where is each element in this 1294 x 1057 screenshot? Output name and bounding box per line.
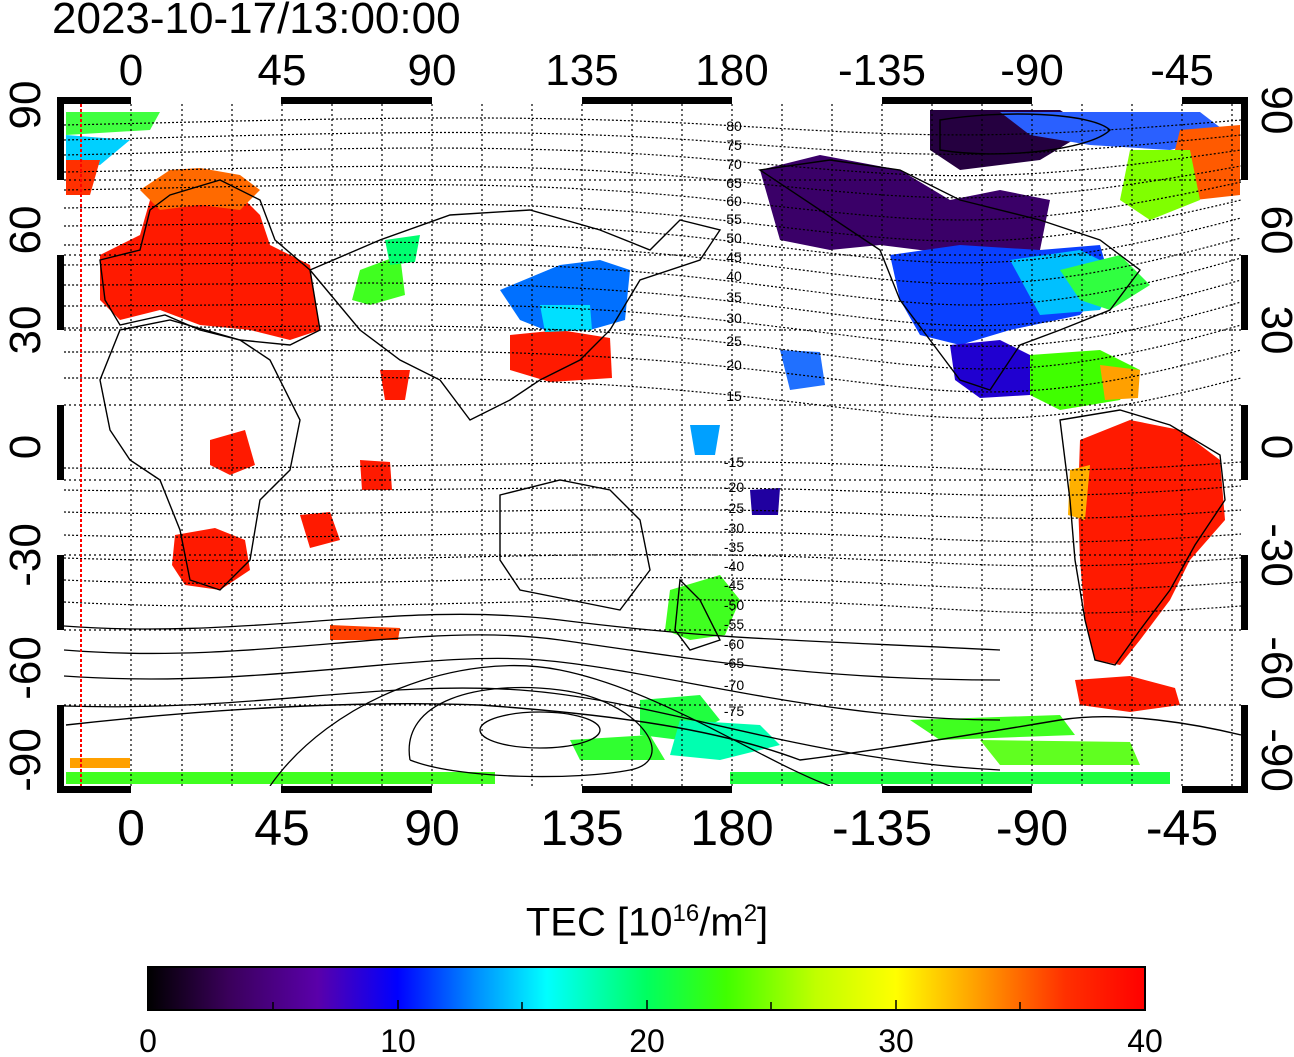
graticule (64, 104, 1241, 786)
contour-label: 65 (726, 175, 742, 191)
bottom-lon-tick: 90 (404, 800, 460, 856)
bottom-lon-tick: -135 (832, 800, 932, 856)
top-lon-tick: -45 (1150, 46, 1214, 95)
contour-label: -25 (724, 500, 744, 516)
bottom-lon-tick: 45 (254, 800, 310, 856)
bottom-lon-tick: 0 (117, 800, 145, 856)
colorbar-title-main: TEC [10 (525, 900, 673, 945)
bottom-lon-tick: 180 (690, 800, 773, 856)
bottom-lon-tick: -90 (996, 800, 1068, 856)
contour-label: 75 (726, 137, 742, 153)
right-lat-tick: 60 (1252, 206, 1294, 255)
bottom-lon-axis: 0 45 90 135 180 -135 -90 -45 (117, 800, 1218, 856)
contour-label: 55 (726, 211, 742, 227)
bottom-lon-tick: 135 (540, 800, 623, 856)
right-lat-tick: -30 (1252, 523, 1294, 587)
right-lat-tick: 30 (1252, 306, 1294, 355)
contour-label: 70 (726, 156, 742, 172)
top-lon-tick: 90 (408, 46, 457, 95)
left-lat-tick: -30 (1, 523, 50, 587)
contour-label: 60 (726, 193, 742, 209)
contour-label: -60 (724, 636, 744, 652)
contour-label: -65 (724, 655, 744, 671)
top-lon-tick: -90 (1000, 46, 1064, 95)
top-lon-tick: 45 (258, 46, 307, 95)
right-lat-axis: 90 60 30 0 -30 -60 -90 (1252, 86, 1294, 792)
contour-label: 35 (726, 289, 742, 305)
contour-label: -70 (724, 677, 744, 693)
colorbar-label: 20 (629, 1023, 665, 1057)
bottom-lon-tick: -45 (1146, 800, 1218, 856)
frame-ticks (57, 97, 1248, 793)
left-lat-tick: 90 (1, 81, 50, 130)
contour-label: 20 (726, 357, 742, 373)
contour-label: 50 (726, 230, 742, 246)
right-lat-tick: -60 (1252, 636, 1294, 700)
colorbar-label: 30 (878, 1023, 914, 1057)
contour-label: -30 (724, 520, 744, 536)
right-lat-tick: 90 (1252, 86, 1294, 135)
right-lat-tick: -90 (1252, 728, 1294, 792)
colorbar-title-exp2: 2 (743, 900, 758, 927)
top-lon-axis: 0 45 90 135 180 -135 -90 -45 (119, 46, 1214, 95)
contour-label: -50 (724, 597, 744, 613)
contour-label: 25 (726, 333, 742, 349)
contour-label: 40 (726, 268, 742, 284)
coastlines (65, 113, 1241, 761)
contour-label: 80 (726, 118, 742, 134)
timestamp-title: 2023-10-17/13:00:00 (52, 0, 461, 43)
contour-label: 45 (726, 249, 742, 265)
left-lat-tick: -60 (1, 636, 50, 700)
colorbar-label: 40 (1127, 1023, 1163, 1057)
colorbar-labels: 0 10 20 30 40 (139, 1023, 1163, 1057)
contour-label: -55 (724, 616, 744, 632)
left-lat-tick: 60 (1, 206, 50, 255)
right-lat-tick: 0 (1252, 435, 1294, 459)
contour-label: 30 (726, 310, 742, 326)
contour-label: -45 (724, 577, 744, 593)
contour-label: -35 (724, 539, 744, 555)
colorbar-label: 0 (139, 1023, 157, 1057)
contour-labels: 80 75 70 65 60 55 50 45 40 35 30 25 20 1… (724, 118, 744, 719)
top-lon-tick: -135 (838, 46, 926, 95)
magnetic-contours (64, 117, 1241, 614)
contour-label: -20 (724, 479, 744, 495)
top-lon-tick: 180 (695, 46, 768, 95)
colorbar-ticks (272, 1000, 1021, 1010)
colorbar-label: 10 (380, 1023, 416, 1057)
colorbar-title: TEC [1016/m2] (0, 900, 1294, 945)
contour-label: -75 (724, 703, 744, 719)
left-lat-tick: 30 (1, 306, 50, 355)
magnetic-contours-south (64, 613, 1001, 786)
top-lon-tick: 0 (119, 46, 143, 95)
contour-label: -40 (724, 558, 744, 574)
colorbar-title-mid: /m (699, 900, 744, 945)
left-lat-tick: 0 (1, 435, 50, 459)
left-lat-axis: 90 60 30 0 -30 -60 -90 (1, 81, 50, 792)
contour-label: 15 (726, 388, 742, 404)
left-lat-tick: -90 (1, 728, 50, 792)
colorbar-title-exp: 16 (672, 900, 700, 927)
top-lon-tick: 135 (545, 46, 618, 95)
colorbar-title-end: ] (757, 900, 769, 945)
contour-label: -15 (724, 454, 744, 470)
